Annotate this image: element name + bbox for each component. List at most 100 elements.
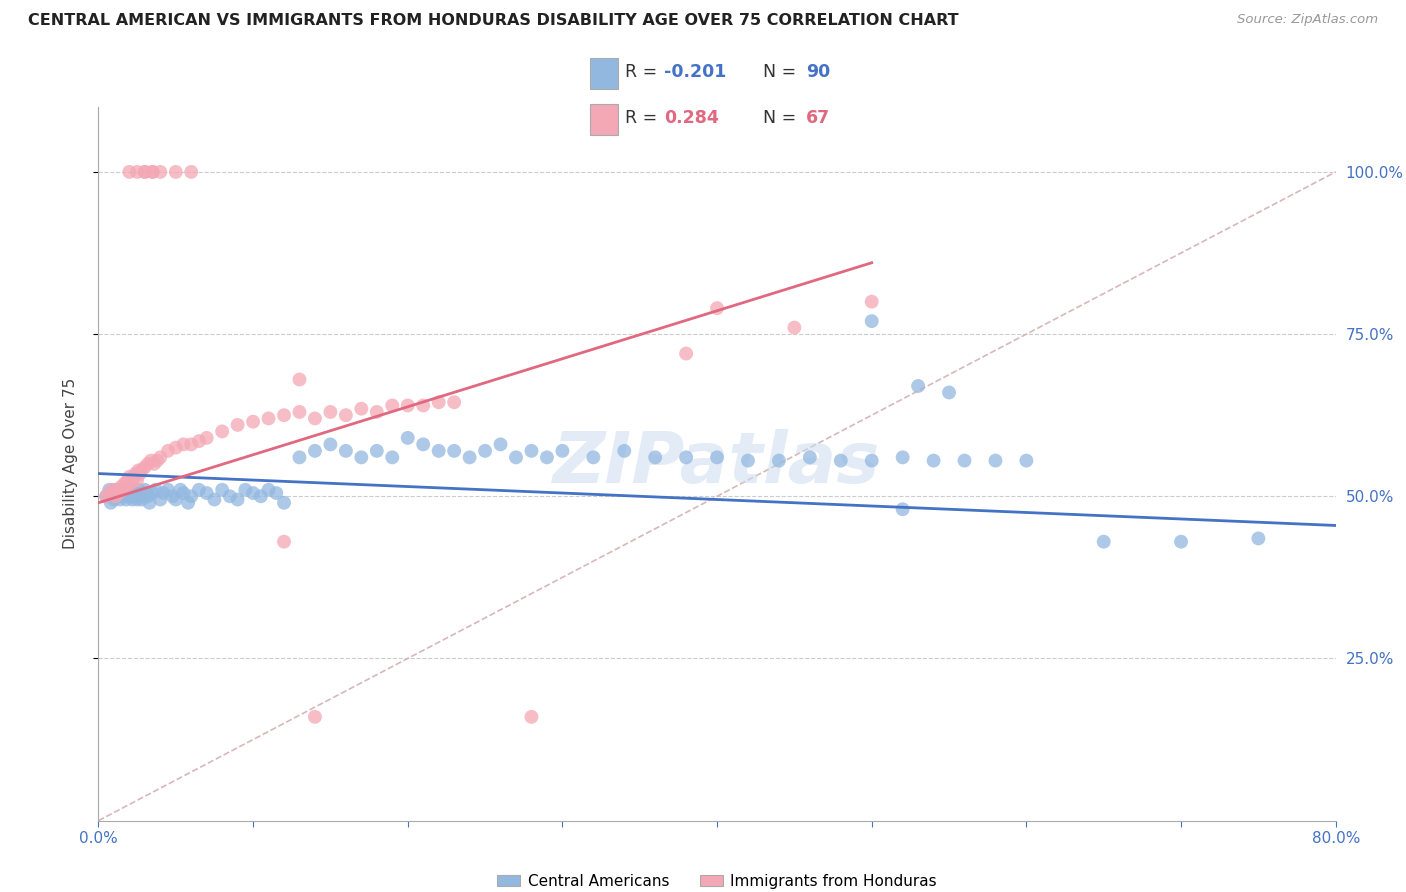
Point [138, 496, 160, 510]
Point [242, 415, 264, 429]
Point [165, 165, 187, 179]
Point [111, 483, 134, 497]
Point [143, 457, 166, 471]
Text: 90: 90 [806, 63, 831, 81]
Point [115, 492, 138, 507]
Point [443, 395, 465, 409]
Point [112, 483, 135, 497]
Point [121, 492, 143, 507]
Point [136, 489, 159, 503]
Legend: Central Americans, Immigrants from Honduras: Central Americans, Immigrants from Hondu… [491, 868, 943, 892]
Point [180, 165, 202, 179]
Point [165, 492, 187, 507]
Point [124, 467, 146, 481]
Point [235, 483, 257, 497]
Point [128, 463, 150, 477]
Point [1092, 534, 1115, 549]
Point [953, 453, 976, 467]
Point [157, 483, 180, 497]
Point [536, 450, 558, 465]
Point [443, 443, 465, 458]
Point [131, 492, 153, 507]
Point [273, 408, 295, 422]
Point [273, 534, 295, 549]
Point [149, 492, 172, 507]
Point [211, 483, 233, 497]
Point [319, 405, 342, 419]
Point [114, 483, 136, 497]
Point [169, 483, 191, 497]
Point [122, 489, 145, 503]
Point [120, 476, 142, 491]
Point [139, 453, 162, 467]
Point [162, 489, 184, 503]
Point [922, 453, 945, 467]
Bar [589, 58, 617, 88]
Point [118, 470, 141, 484]
Point [103, 486, 125, 500]
Text: N =: N = [763, 110, 801, 128]
Text: Source: ZipAtlas.com: Source: ZipAtlas.com [1237, 13, 1378, 27]
Point [118, 486, 141, 500]
Point [180, 437, 202, 451]
Point [195, 431, 218, 445]
Point [128, 483, 150, 497]
Point [706, 450, 728, 465]
Point [115, 479, 138, 493]
Point [127, 165, 149, 179]
Y-axis label: Disability Age Over 75: Disability Age Over 75 [63, 378, 77, 549]
Point [107, 486, 129, 500]
Point [149, 450, 172, 465]
Point [891, 450, 914, 465]
Point [381, 399, 404, 413]
Point [134, 165, 156, 179]
Point [613, 443, 636, 458]
Point [1247, 532, 1270, 546]
Point [860, 314, 883, 328]
Text: -0.201: -0.201 [664, 63, 727, 81]
Point [105, 489, 128, 503]
Point [107, 486, 129, 500]
Point [121, 473, 143, 487]
Text: R =: R = [626, 110, 664, 128]
Point [108, 483, 131, 497]
Point [105, 483, 128, 497]
Point [675, 450, 697, 465]
Point [1170, 534, 1192, 549]
Point [304, 411, 326, 425]
Point [173, 486, 195, 500]
Point [907, 379, 929, 393]
Point [118, 165, 141, 179]
Point [117, 473, 139, 487]
Point [98, 486, 121, 500]
Point [134, 165, 156, 179]
Point [129, 489, 152, 503]
Point [257, 411, 280, 425]
Text: 67: 67 [806, 110, 831, 128]
Point [100, 496, 122, 510]
Point [219, 489, 242, 503]
Point [112, 489, 135, 503]
Point [768, 453, 790, 467]
Point [142, 486, 165, 500]
Point [860, 294, 883, 309]
Point [350, 450, 373, 465]
Point [96, 489, 118, 503]
Point [257, 483, 280, 497]
Point [122, 470, 145, 484]
Point [675, 346, 697, 360]
Point [551, 443, 574, 458]
Point [142, 165, 165, 179]
Point [319, 437, 342, 451]
Point [104, 483, 127, 497]
Point [984, 453, 1007, 467]
Point [520, 710, 543, 724]
Point [226, 417, 249, 432]
Point [127, 473, 149, 487]
Point [250, 489, 273, 503]
Point [582, 450, 605, 465]
Point [938, 385, 960, 400]
Point [706, 301, 728, 315]
Point [188, 483, 211, 497]
Point [136, 457, 159, 471]
